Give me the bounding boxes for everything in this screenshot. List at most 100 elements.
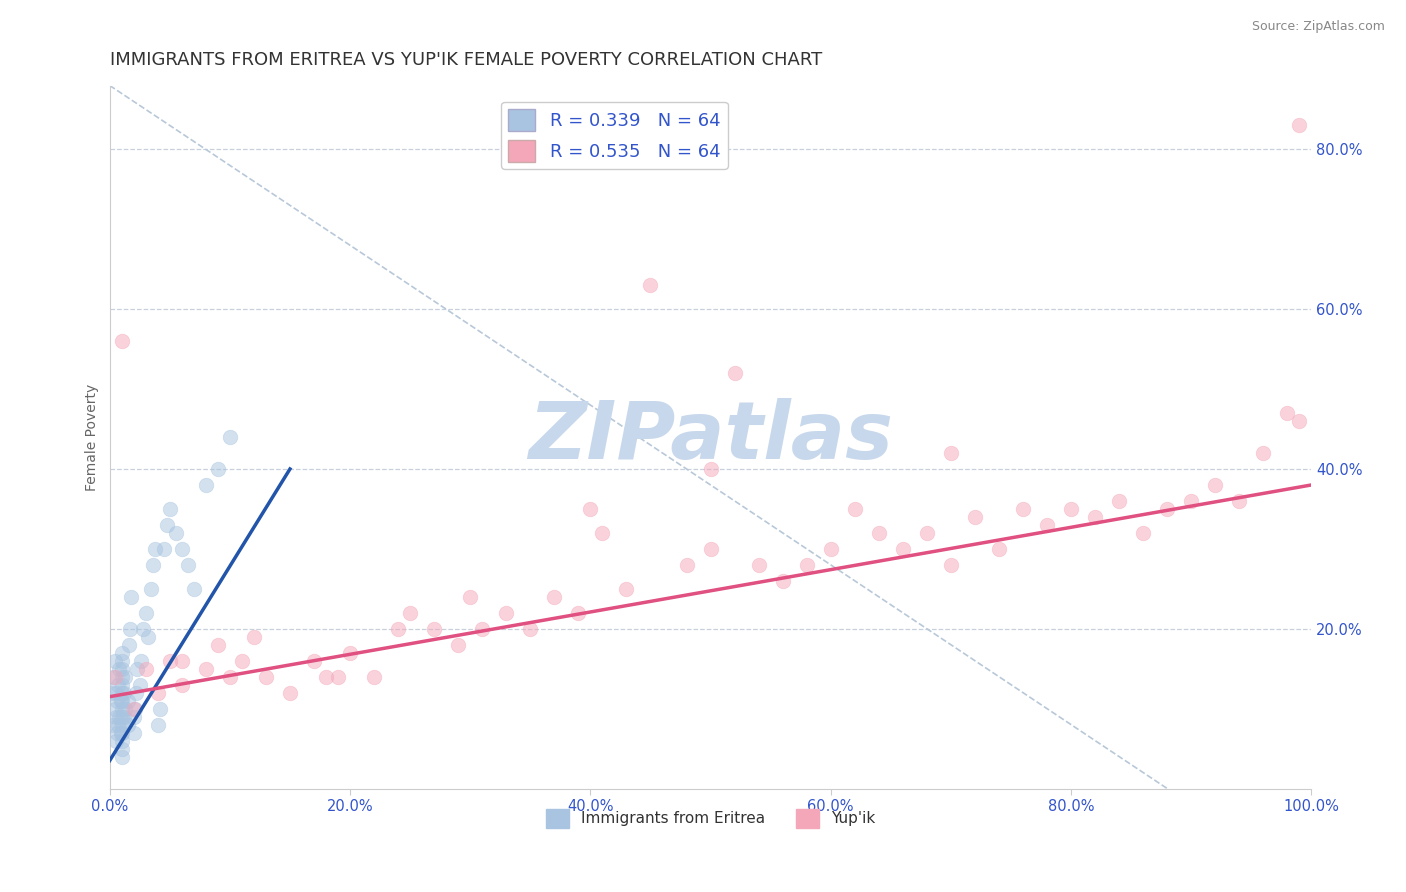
Point (177, 558, 200, 572)
Point (495, 606, 517, 620)
Point (219, 430, 242, 444)
Point (152, 541, 174, 556)
Point (129, 654, 152, 668)
Point (108, 662, 131, 676)
Point (103, 670, 125, 684)
Point (1012, 502, 1035, 516)
Point (387, 622, 409, 636)
Point (207, 638, 229, 652)
Point (640, 278, 662, 293)
Text: ZIPatlas: ZIPatlas (529, 398, 893, 476)
Point (543, 590, 565, 604)
Point (939, 558, 962, 572)
Point (125, 686, 148, 700)
Point (149, 701, 172, 715)
Point (170, 678, 193, 692)
Point (207, 462, 229, 476)
Point (165, 525, 187, 540)
Point (104, 733, 127, 747)
Point (963, 509, 986, 524)
Point (1253, 446, 1275, 460)
Point (302, 654, 325, 668)
Point (194, 662, 217, 676)
Point (114, 701, 136, 715)
Point (111, 693, 134, 707)
Point (111, 654, 134, 668)
Point (1227, 494, 1250, 508)
Point (118, 638, 141, 652)
Point (107, 717, 129, 731)
Point (135, 662, 157, 676)
Point (132, 622, 155, 636)
Point (219, 670, 242, 684)
Point (579, 502, 602, 516)
Point (1180, 494, 1202, 508)
Point (142, 558, 165, 572)
Point (315, 670, 337, 684)
Point (108, 709, 131, 723)
Point (135, 606, 157, 620)
Point (145, 541, 167, 556)
Point (616, 582, 638, 596)
Point (699, 541, 721, 556)
Point (1108, 494, 1130, 508)
Point (122, 709, 145, 723)
Point (111, 701, 134, 715)
Point (339, 646, 361, 660)
Point (868, 525, 890, 540)
Point (1132, 525, 1154, 540)
Point (110, 693, 132, 707)
Point (124, 701, 146, 715)
Point (146, 686, 169, 700)
Y-axis label: Female Poverty: Female Poverty (86, 384, 100, 491)
Point (127, 662, 149, 676)
Point (111, 725, 134, 739)
Point (111, 749, 134, 764)
Point (820, 541, 842, 556)
Point (243, 630, 266, 644)
Point (120, 590, 142, 604)
Point (363, 670, 385, 684)
Point (1277, 406, 1299, 420)
Point (159, 654, 181, 668)
Point (987, 541, 1010, 556)
Text: IMMIGRANTS FROM ERITREA VS YUP'IK FEMALE POVERTY CORRELATION CHART: IMMIGRANTS FROM ERITREA VS YUP'IK FEMALE… (110, 51, 823, 69)
Point (156, 517, 179, 532)
Point (1060, 502, 1083, 516)
Point (111, 670, 134, 684)
Point (105, 725, 128, 739)
Point (231, 654, 253, 668)
Point (111, 709, 134, 723)
Point (111, 733, 134, 747)
Point (117, 717, 139, 731)
Point (567, 606, 589, 620)
Point (1288, 119, 1310, 133)
Point (844, 502, 866, 516)
Point (519, 622, 541, 636)
Point (891, 541, 914, 556)
Point (1156, 502, 1178, 516)
Point (458, 590, 481, 604)
Point (110, 725, 132, 739)
Point (748, 558, 770, 572)
Point (447, 638, 470, 652)
Point (699, 462, 721, 476)
Point (170, 541, 193, 556)
Point (1084, 509, 1107, 524)
Point (136, 630, 159, 644)
Point (111, 717, 134, 731)
Point (1036, 517, 1059, 532)
Point (915, 525, 938, 540)
Point (111, 686, 134, 700)
Point (112, 709, 135, 723)
Point (326, 670, 349, 684)
Point (111, 678, 134, 692)
Point (254, 670, 277, 684)
Point (107, 678, 129, 692)
Point (112, 686, 135, 700)
Point (117, 693, 139, 707)
Point (111, 662, 134, 676)
Point (111, 741, 134, 756)
Point (101, 686, 124, 700)
Point (146, 717, 169, 731)
